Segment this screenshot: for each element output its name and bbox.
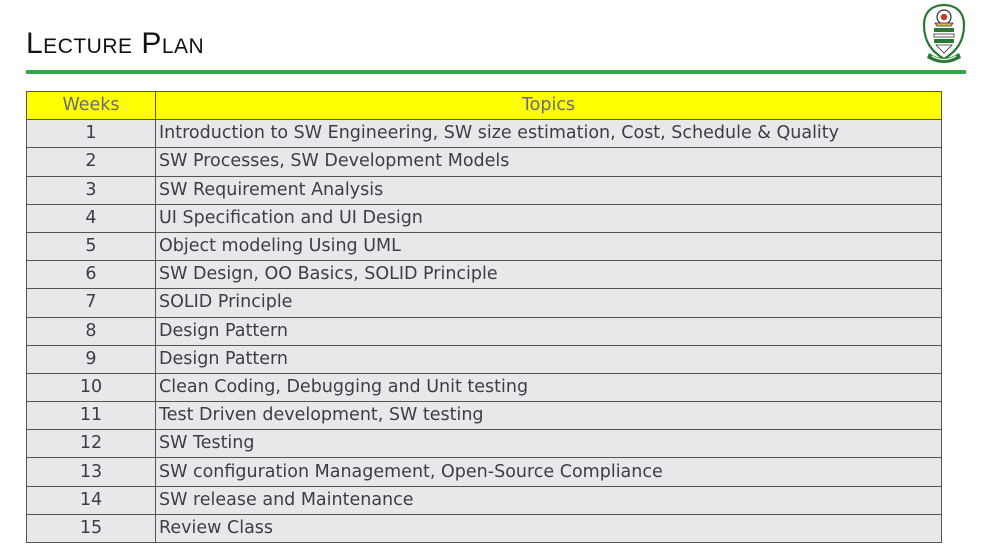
column-header-weeks: Weeks <box>26 90 156 121</box>
lecture-plan-table: Weeks Topics 1 Introduction to SW Enginee… <box>26 90 942 544</box>
topic-cell: Design Pattern <box>155 316 942 346</box>
topic-cell: SOLID Principle <box>155 288 942 318</box>
week-cell: 1 <box>26 119 156 149</box>
table-row: 8 Design Pattern <box>26 316 942 346</box>
topic-cell: SW release and Maintenance <box>155 485 942 515</box>
table-row: 10 Clean Coding, Debugging and Unit testi… <box>26 372 942 403</box>
topic-cell: SW Processes, SW Development Models <box>155 147 942 177</box>
table-row: 2 SW Processes, SW Development Models <box>26 147 942 177</box>
topic-cell: Object modeling Using UML <box>155 231 942 262</box>
topic-cell: Introduction to SW Engineering, SW size … <box>155 119 942 149</box>
topic-cell: SW Testing <box>155 429 942 459</box>
topic-cell: Clean Coding, Debugging and Unit testing <box>155 372 942 403</box>
topic-cell: SW Requirement Analysis <box>155 175 942 205</box>
week-cell: 6 <box>26 260 156 290</box>
table-row: 6 SW Design, OO Basics, SOLID Principle <box>26 260 942 290</box>
week-cell: 2 <box>26 147 156 177</box>
week-cell: 13 <box>26 457 156 487</box>
table-row: 1 Introduction to SW Engineering, SW size… <box>26 119 942 149</box>
week-cell: 10 <box>26 372 156 403</box>
week-cell: 12 <box>26 429 156 459</box>
week-cell: 8 <box>26 316 156 346</box>
title-divider <box>26 70 966 74</box>
week-cell: 14 <box>26 485 156 515</box>
week-cell: 7 <box>26 288 156 318</box>
week-cell: 11 <box>26 401 156 431</box>
week-cell: 15 <box>26 513 156 544</box>
table-header-row: Weeks Topics <box>26 90 942 121</box>
table-row: 12 SW Testing <box>26 429 942 459</box>
topic-cell: Review Class <box>155 513 942 544</box>
table-row: 3 SW Requirement Analysis <box>26 175 942 205</box>
table-row: 15 Review Class <box>26 513 942 544</box>
table-row: 4 UI Specification and UI Design <box>26 203 942 233</box>
table-row: 5 Object modeling Using UML <box>26 231 942 262</box>
topic-cell: Test Driven development, SW testing <box>155 401 942 431</box>
table-row: 13 SW configuration Management, Open-Sour… <box>26 457 942 487</box>
table-row: 11 Test Driven development, SW testing <box>26 401 942 431</box>
column-header-topics: Topics <box>155 90 942 121</box>
table-row: 14 SW release and Maintenance <box>26 485 942 515</box>
week-cell: 4 <box>26 203 156 233</box>
topic-cell: Design Pattern <box>155 344 942 374</box>
table-row: 9 Design Pattern <box>26 344 942 374</box>
week-cell: 9 <box>26 344 156 374</box>
topic-cell: UI Specification and UI Design <box>155 203 942 233</box>
topic-cell: SW configuration Management, Open-Source… <box>155 457 942 487</box>
table-row: 7 SOLID Principle <box>26 288 942 318</box>
slide-title: Lecture Plan <box>26 27 205 60</box>
week-cell: 3 <box>26 175 156 205</box>
topic-cell: SW Design, OO Basics, SOLID Principle <box>155 260 942 290</box>
week-cell: 5 <box>26 231 156 262</box>
university-crest-icon <box>921 3 967 67</box>
